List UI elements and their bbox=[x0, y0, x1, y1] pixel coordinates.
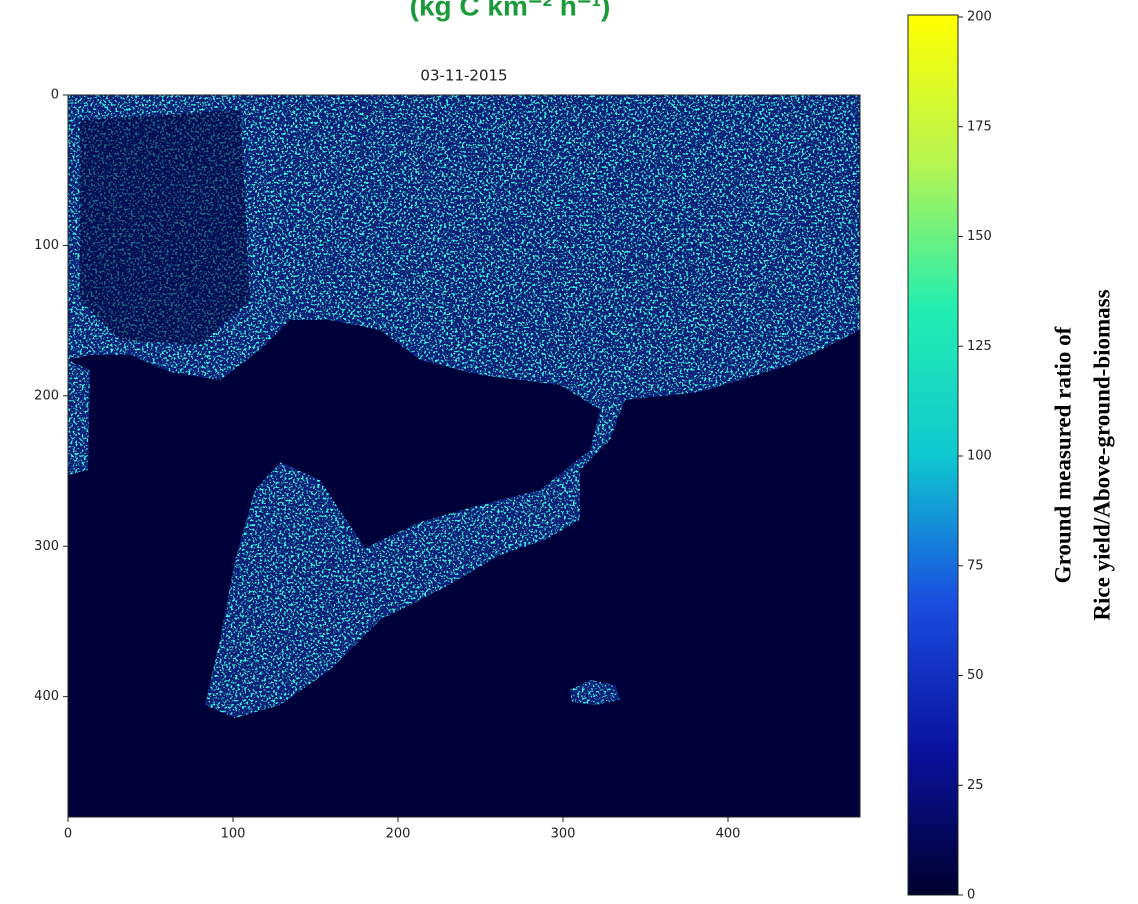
colorbar-tick-label: 0 bbox=[967, 888, 975, 903]
plot-frame bbox=[67, 94, 861, 818]
y-tick-label: 300 bbox=[34, 539, 59, 554]
colorbar bbox=[907, 14, 959, 896]
x-tick-label: 400 bbox=[716, 827, 741, 842]
x-tick-label: 300 bbox=[551, 827, 576, 842]
colorbar-label: Ground measured ratio of bbox=[1050, 326, 1075, 583]
y-tick-label: 400 bbox=[34, 689, 59, 704]
chart-title: 03-11-2015 bbox=[420, 67, 507, 85]
colorbar-tick-label: 25 bbox=[967, 778, 984, 793]
y-tick-label: 200 bbox=[34, 388, 59, 403]
map-image bbox=[68, 95, 860, 817]
colorbar-tick-label: 150 bbox=[967, 229, 992, 244]
x-tick-label: 100 bbox=[221, 827, 246, 842]
dark-inland bbox=[80, 110, 250, 345]
land-strip bbox=[68, 360, 90, 475]
colorbar-tick-label: 200 bbox=[967, 10, 992, 25]
land-mass bbox=[68, 95, 860, 718]
heading: (kg C km⁻² h⁻¹) bbox=[410, 0, 611, 21]
colorbar-tick-label: 50 bbox=[967, 668, 984, 683]
colorbar-tick-label: 175 bbox=[967, 119, 992, 134]
x-tick-label: 0 bbox=[64, 827, 72, 842]
colorbar-label: Rice yield/Above-ground-biomass bbox=[1089, 289, 1114, 620]
island bbox=[570, 680, 620, 705]
colorbar-tick-label: 125 bbox=[967, 339, 992, 354]
colorbar-tick-label: 75 bbox=[967, 558, 984, 573]
y-tick-label: 0 bbox=[51, 88, 59, 103]
land bbox=[68, 95, 860, 718]
x-tick-label: 200 bbox=[386, 827, 411, 842]
colorbar-tick-label: 100 bbox=[967, 449, 992, 464]
y-tick-label: 100 bbox=[34, 238, 59, 253]
